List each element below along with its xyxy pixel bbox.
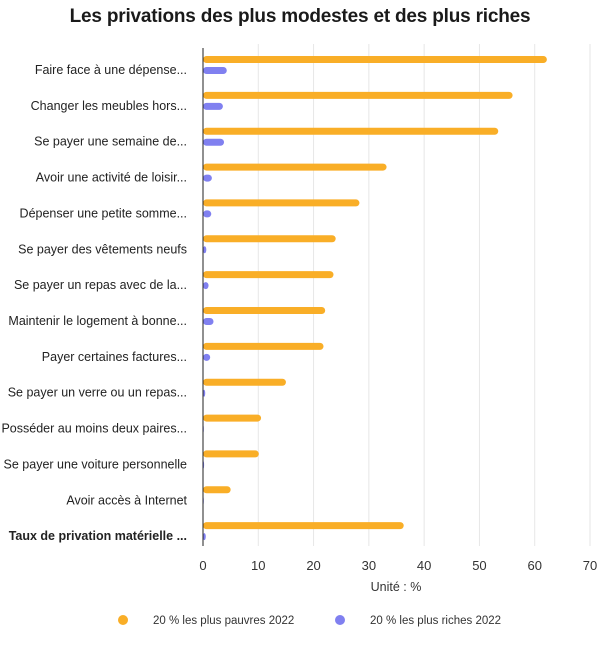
category-label: Taux de privation matérielle ... bbox=[9, 529, 187, 543]
legend-label[interactable]: 20 % les plus riches 2022 bbox=[370, 615, 501, 627]
bar-richest[interactable] bbox=[203, 353, 211, 361]
bar-poorest[interactable] bbox=[203, 307, 326, 314]
legend-marker bbox=[118, 615, 128, 625]
legend-label[interactable]: 20 % les plus pauvres 2022 bbox=[153, 615, 294, 627]
category-label: Posséder au moins deux paires... bbox=[1, 422, 187, 436]
grid-lines bbox=[257, 44, 591, 546]
category-label: Avoir une activité de loisir... bbox=[36, 171, 187, 185]
chart-title: Les privations des plus modestes et des … bbox=[69, 6, 531, 27]
bar-richest[interactable] bbox=[203, 138, 225, 146]
bar-richest[interactable] bbox=[203, 282, 209, 290]
bar-poorest[interactable] bbox=[203, 378, 286, 386]
category-label: Se payer des vêtements neufs bbox=[18, 242, 187, 256]
bar-poorest[interactable] bbox=[203, 414, 262, 422]
category-label: Faire face à une dépense... bbox=[35, 63, 187, 77]
x-tick-labels: 0 10 20 30 40 50 60 70 bbox=[199, 558, 597, 573]
x-tick-label: 70 bbox=[583, 558, 597, 573]
x-tick-label: 30 bbox=[362, 558, 376, 573]
category-label: Se payer un repas avec de la... bbox=[14, 278, 187, 292]
legend: 20 % les plus pauvres 2022 20 % les plus … bbox=[118, 615, 501, 627]
bars-group bbox=[203, 56, 547, 541]
x-tick-label: 10 bbox=[251, 558, 265, 573]
x-tick-label: 0 bbox=[199, 558, 206, 573]
bar-poorest[interactable] bbox=[203, 522, 404, 530]
category-label: Dépenser une petite somme... bbox=[20, 206, 187, 220]
x-axis-label: Unité : % bbox=[371, 580, 422, 594]
bar-poorest[interactable] bbox=[203, 199, 360, 207]
bar-richest[interactable] bbox=[203, 533, 206, 541]
bar-richest[interactable] bbox=[203, 102, 223, 110]
bar-poorest[interactable] bbox=[203, 450, 259, 458]
category-label: Se payer un verre ou un repas... bbox=[8, 386, 187, 400]
x-tick-label: 20 bbox=[306, 558, 320, 573]
bar-poorest[interactable] bbox=[203, 56, 547, 63]
category-labels: Faire face à une dépense... Changer les m… bbox=[1, 63, 187, 543]
x-tick-label: 60 bbox=[527, 558, 541, 573]
bar-richest[interactable] bbox=[203, 174, 212, 182]
bar-poorest[interactable] bbox=[203, 271, 334, 279]
x-tick-label: 40 bbox=[417, 558, 431, 573]
category-label: Maintenir le logement à bonne... bbox=[8, 314, 187, 328]
category-label: Se payer une semaine de... bbox=[34, 135, 187, 149]
bar-poorest[interactable] bbox=[203, 127, 499, 135]
category-label: Changer les meubles hors... bbox=[31, 99, 187, 113]
bar-richest[interactable] bbox=[203, 318, 214, 325]
legend-marker bbox=[335, 615, 345, 625]
bar-richest[interactable] bbox=[203, 246, 207, 254]
category-label: Se payer une voiture personnelle bbox=[4, 457, 188, 471]
bar-poorest[interactable] bbox=[203, 235, 336, 243]
category-label: Avoir accès à Internet bbox=[66, 493, 187, 507]
bar-poorest[interactable] bbox=[203, 163, 387, 171]
bar-richest[interactable] bbox=[203, 210, 212, 218]
bar-richest[interactable] bbox=[203, 67, 227, 74]
x-tick-label: 50 bbox=[472, 558, 486, 573]
bar-richest[interactable] bbox=[203, 389, 206, 397]
bar-poorest[interactable] bbox=[203, 91, 513, 99]
category-label: Payer certaines factures... bbox=[42, 350, 187, 364]
bar-poorest[interactable] bbox=[203, 342, 324, 350]
bar-poorest[interactable] bbox=[203, 486, 231, 494]
